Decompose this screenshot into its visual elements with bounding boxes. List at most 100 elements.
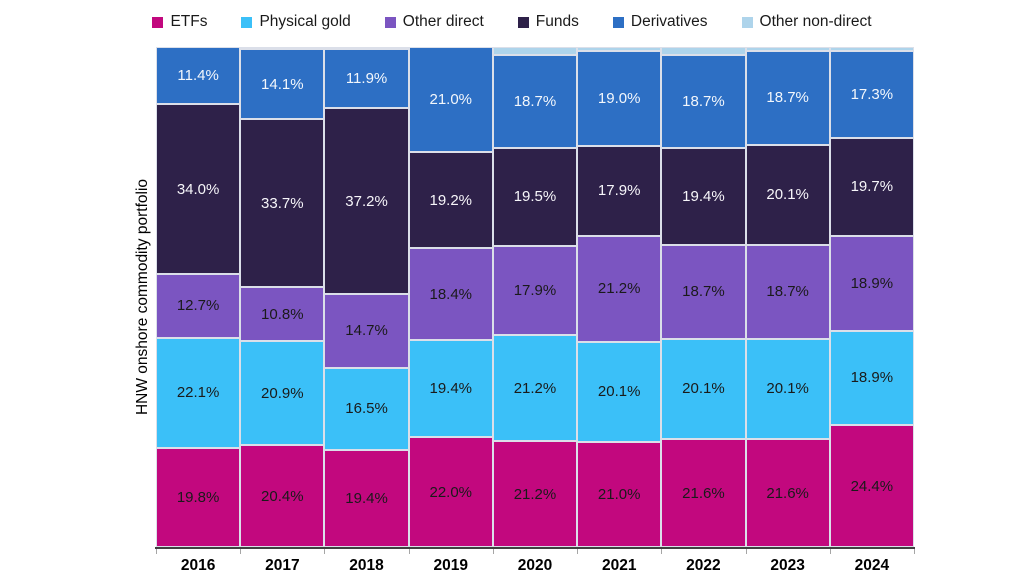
segment-label: 10.8% bbox=[261, 305, 304, 323]
legend-item-physical-gold: Physical gold bbox=[241, 13, 351, 31]
segment-funds: 19.4% bbox=[661, 148, 746, 245]
segment-derivatives: 18.7% bbox=[745, 51, 830, 145]
segment-funds: 34.0% bbox=[156, 104, 241, 274]
legend-label: Funds bbox=[535, 13, 579, 30]
segment-physical-gold: 20.9% bbox=[240, 341, 325, 446]
x-axis-line bbox=[155, 547, 915, 549]
x-axis-labels: 2016 2017 2018 2019 2020 2021 2022 2023 2024 bbox=[156, 557, 914, 579]
segment-label: 19.4% bbox=[429, 380, 473, 397]
segment-other-direct: 18.9% bbox=[829, 236, 914, 331]
segment-funds: 19.2% bbox=[408, 152, 493, 248]
segment-label: 16.5% bbox=[345, 400, 388, 418]
segment-other-direct: 18.4% bbox=[408, 248, 493, 340]
segment-etfs: 21.6% bbox=[661, 439, 746, 547]
segment-label: 19.8% bbox=[176, 489, 220, 506]
segment-physical-gold: 22.1% bbox=[156, 337, 241, 448]
legend-swatch-icon bbox=[612, 16, 624, 28]
legend-item-funds: Funds bbox=[517, 13, 579, 31]
segment-etfs: 21.2% bbox=[492, 441, 578, 547]
legend: ETFs Physical gold Other direct Funds Deriva… bbox=[0, 10, 1024, 34]
segment-derivatives: 11.4% bbox=[156, 47, 241, 104]
segment-funds: 37.2% bbox=[324, 108, 409, 295]
segment-other-direct: 21.2% bbox=[577, 235, 662, 342]
segment-label: 18.7% bbox=[513, 92, 557, 110]
segment-label: 20.1% bbox=[597, 383, 641, 401]
segment-label: 18.7% bbox=[682, 92, 725, 110]
segment-label: 11.9% bbox=[345, 70, 388, 88]
segment-label: 18.7% bbox=[766, 283, 809, 301]
x-axis-tick bbox=[745, 549, 747, 554]
x-axis-tick bbox=[324, 549, 326, 554]
bar-2021: 21.0% 20.1% 21.2% 17.9% 19.0% bbox=[577, 47, 662, 547]
segment-label: 21.2% bbox=[597, 280, 641, 297]
segment-label: 17.9% bbox=[513, 281, 557, 299]
segment-label: 20.9% bbox=[261, 384, 304, 402]
legend-label: ETFs bbox=[170, 13, 208, 30]
plot-area: 19.8% 22.1% 12.7% 34.0% 11.4% 20.4% 20.9% 10.8%… bbox=[156, 47, 914, 547]
bar-2023: 21.6% 20.1% 18.7% 20.1% 18.7% bbox=[745, 47, 830, 547]
legend-swatch-icon bbox=[241, 16, 253, 28]
segment-etfs: 19.4% bbox=[324, 450, 409, 547]
segment-etfs: 19.8% bbox=[156, 448, 241, 547]
bar-2018: 19.4% 16.5% 14.7% 37.2% 11.9% bbox=[324, 47, 409, 547]
segment-label: 11.4% bbox=[177, 67, 219, 84]
segment-other-direct: 18.7% bbox=[745, 245, 830, 339]
y-axis-label: HNW onshore commodity portfolio bbox=[134, 178, 151, 416]
segment-label: 21.6% bbox=[766, 484, 809, 502]
segment-funds: 33.7% bbox=[240, 119, 325, 288]
segment-physical-gold: 20.1% bbox=[745, 338, 830, 439]
segment-label: 21.0% bbox=[597, 486, 641, 503]
segment-label: 22.1% bbox=[176, 384, 220, 402]
segment-label: 21.6% bbox=[682, 484, 725, 502]
segment-label: 21.0% bbox=[429, 91, 473, 108]
segment-funds: 17.9% bbox=[577, 146, 662, 236]
bar-2020: 21.2% 21.2% 17.9% 19.5% 18.7% bbox=[492, 47, 578, 547]
segment-other-non-direct bbox=[661, 47, 746, 55]
segment-other-non-direct bbox=[324, 47, 409, 49]
x-axis-label-2024: 2024 bbox=[854, 557, 890, 574]
legend-item-derivatives: Derivatives bbox=[612, 13, 708, 31]
x-axis-label-2022: 2022 bbox=[686, 557, 721, 574]
segment-label: 19.0% bbox=[597, 90, 641, 107]
x-axis-tick bbox=[914, 549, 915, 554]
segment-label: 33.7% bbox=[261, 194, 304, 212]
legend-item-other-direct: Other direct bbox=[384, 13, 484, 31]
x-axis-tick bbox=[156, 549, 157, 554]
segment-etfs: 20.4% bbox=[240, 445, 325, 547]
legend-label: Physical gold bbox=[259, 13, 351, 30]
segment-label: 18.7% bbox=[766, 89, 809, 107]
x-axis-tick bbox=[408, 549, 410, 554]
segment-label: 20.1% bbox=[766, 380, 809, 398]
segment-other-direct: 10.8% bbox=[240, 287, 325, 342]
x-axis-label-2017: 2017 bbox=[265, 557, 300, 574]
segment-label: 18.7% bbox=[682, 283, 725, 301]
segment-label: 19.2% bbox=[429, 191, 473, 209]
segment-label: 37.2% bbox=[345, 192, 388, 210]
segment-etfs: 21.6% bbox=[745, 439, 830, 547]
segment-other-direct: 18.7% bbox=[661, 245, 746, 339]
x-axis-tick bbox=[829, 549, 831, 554]
segment-derivatives: 18.7% bbox=[661, 54, 746, 148]
x-axis-label-2020: 2020 bbox=[517, 557, 553, 574]
segment-label: 21.2% bbox=[513, 379, 557, 397]
legend-swatch-icon bbox=[384, 16, 396, 28]
segment-label: 12.7% bbox=[176, 297, 220, 315]
legend-swatch-icon bbox=[517, 16, 529, 28]
segment-derivatives: 18.7% bbox=[492, 54, 578, 148]
bar-2017: 20.4% 20.9% 10.8% 33.7% 14.1% bbox=[240, 47, 325, 547]
segment-etfs: 24.4% bbox=[829, 425, 914, 547]
segment-other-non-direct bbox=[492, 47, 578, 55]
segment-physical-gold: 18.9% bbox=[829, 330, 914, 425]
legend-item-etfs: ETFs bbox=[152, 13, 207, 31]
segment-physical-gold: 19.4% bbox=[408, 340, 493, 437]
bar-2019: 22.0% 19.4% 18.4% 19.2% 21.0% bbox=[408, 47, 493, 547]
segment-label: 18.4% bbox=[429, 285, 473, 303]
segment-derivatives: 17.3% bbox=[829, 51, 914, 138]
segment-label: 19.5% bbox=[513, 188, 557, 206]
segment-physical-gold: 20.1% bbox=[577, 341, 662, 442]
segment-funds: 19.7% bbox=[829, 137, 914, 236]
legend-item-other-non-direct: Other non-direct bbox=[741, 13, 872, 31]
segment-other-non-direct bbox=[577, 47, 662, 51]
segment-derivatives: 14.1% bbox=[240, 49, 325, 120]
legend-label: Other direct bbox=[402, 13, 484, 30]
